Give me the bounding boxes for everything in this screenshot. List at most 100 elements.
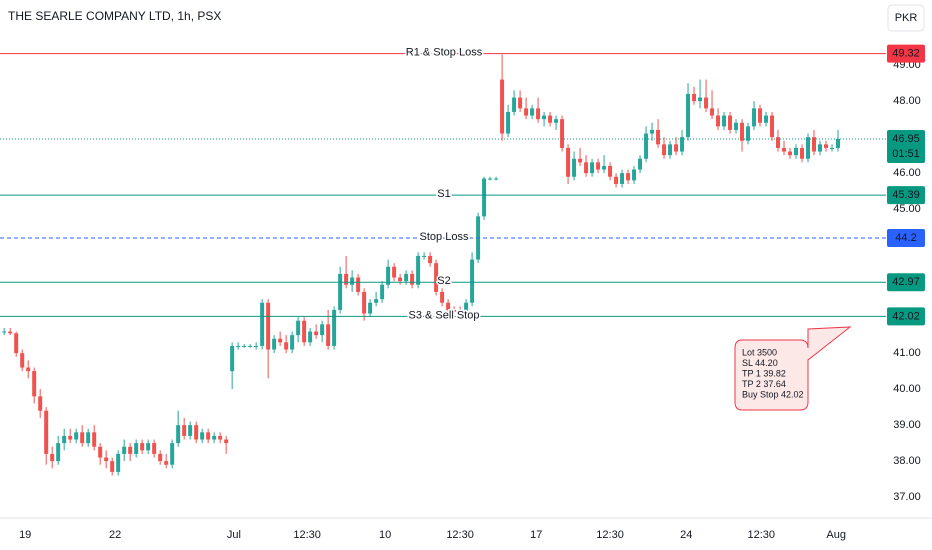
candle-body: [326, 324, 331, 346]
candle-body: [86, 432, 91, 444]
candle-body: [566, 147, 571, 177]
candle-body: [560, 119, 565, 148]
candle-body: [26, 367, 31, 372]
candle-body: [488, 178, 493, 180]
candle-body: [434, 263, 439, 292]
candle-body: [590, 162, 595, 174]
candle-body: [170, 443, 175, 465]
candle-body: [788, 151, 793, 156]
candle-body: [236, 345, 241, 347]
candle-body: [644, 133, 649, 159]
x-tick-label: 12:30: [596, 529, 624, 541]
candle-body: [212, 435, 217, 440]
candle-body: [14, 333, 19, 354]
candle-body: [614, 176, 619, 184]
candle-body: [542, 115, 547, 120]
candle-body: [536, 108, 541, 120]
candle-body: [446, 302, 451, 310]
candle-body: [74, 432, 79, 440]
candle-body: [830, 147, 835, 149]
candle-body: [422, 255, 427, 257]
candle-body: [254, 345, 259, 347]
candle-body: [428, 255, 433, 264]
level-price-label: 49.32: [892, 48, 920, 60]
level-label: Stop Loss: [420, 231, 469, 243]
candle-body: [746, 126, 751, 141]
x-tick-label: Jul: [227, 529, 241, 541]
candle-body: [164, 461, 169, 465]
candle-body: [500, 79, 505, 134]
candle-body: [530, 108, 535, 116]
candle-body: [44, 410, 49, 454]
level-price-box: [887, 186, 925, 205]
candle-body: [332, 309, 337, 346]
candle-body: [68, 435, 73, 440]
candle-body: [662, 144, 667, 156]
candle-body: [122, 446, 127, 454]
candle-body: [728, 115, 733, 130]
candle-body: [140, 443, 145, 451]
candle-body: [182, 425, 187, 436]
candle-body: [470, 259, 475, 303]
y-tick-label: 38.00: [893, 455, 921, 467]
currency-button[interactable]: [887, 4, 925, 32]
candle-body: [188, 425, 193, 436]
candle-body: [278, 338, 283, 343]
candle-body: [260, 302, 265, 346]
candle-body: [230, 345, 235, 372]
candle-body: [596, 162, 601, 170]
y-tick-label: 39.00: [893, 419, 921, 431]
countdown-label: 01:51: [892, 148, 920, 160]
candle-body: [200, 432, 205, 440]
candle-body: [386, 266, 391, 285]
candle-body: [218, 435, 223, 440]
candle-body: [734, 122, 739, 130]
level-price-label: 45.39: [892, 189, 920, 201]
candle-body: [482, 178, 487, 217]
candle-body: [602, 165, 607, 170]
level-label: R1 & Stop Loss: [406, 47, 483, 59]
x-tick-label: 10: [379, 529, 391, 541]
candle-body: [710, 108, 715, 116]
last-price-label: 46.95: [892, 133, 920, 145]
x-tick-label: 17: [530, 529, 542, 541]
candle-body: [266, 302, 271, 350]
chart-title: THE SEARLE COMPANY LTD, 1h, PSX: [8, 9, 221, 23]
candle-body: [338, 273, 343, 310]
candle-body: [134, 443, 139, 454]
last-price-box: [887, 129, 925, 163]
candle-body: [650, 129, 655, 134]
y-tick-label: 37.00: [893, 491, 921, 503]
candle-body: [608, 165, 613, 177]
candle-body: [104, 457, 109, 462]
y-tick-label: 45.00: [893, 203, 921, 215]
candle-body: [578, 158, 583, 163]
candle-body: [698, 97, 703, 102]
candle-body: [8, 331, 13, 334]
candle-body: [818, 144, 823, 152]
candle-body: [740, 122, 745, 141]
candle-body: [38, 396, 43, 411]
candle-body: [344, 273, 349, 285]
level-price-box: [887, 44, 925, 63]
candle-body: [764, 115, 769, 123]
candle-body: [632, 169, 637, 181]
candle-body: [692, 93, 697, 102]
candle-body: [704, 97, 709, 109]
x-tick-label: 12:30: [293, 529, 321, 541]
level-price-box: [887, 273, 925, 292]
candle-body: [362, 291, 367, 314]
candle-body: [638, 158, 643, 170]
candle-body: [320, 324, 325, 336]
candle-body: [194, 425, 199, 440]
candle-body: [554, 119, 559, 123]
candle-body: [752, 108, 757, 127]
candle-body: [152, 443, 157, 454]
candle-body: [374, 299, 379, 303]
candle-body: [806, 137, 811, 159]
candle-body: [458, 311, 463, 314]
candle-body: [80, 432, 85, 444]
candle-body: [440, 291, 445, 303]
